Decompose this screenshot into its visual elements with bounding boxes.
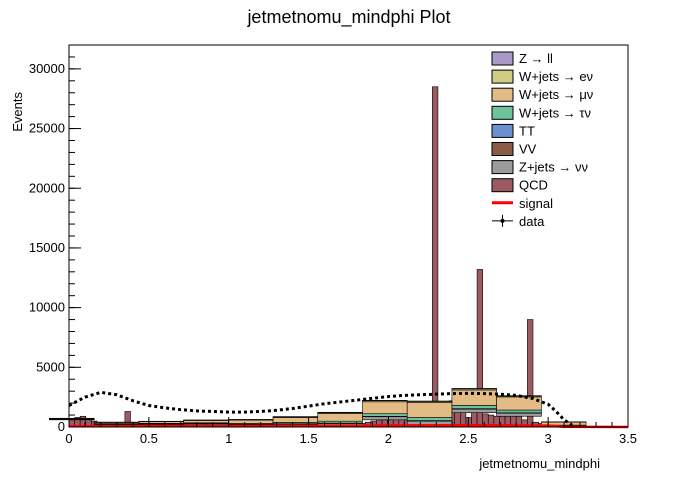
bar-z-jets bbox=[362, 417, 407, 420]
bar-w-jets bbox=[362, 414, 407, 417]
legend-label-signal: signal bbox=[519, 196, 553, 211]
x-tick-label: 1.5 bbox=[300, 431, 318, 446]
x-tick-label: 1 bbox=[225, 431, 232, 446]
bar-qcd bbox=[432, 87, 438, 427]
legend-swatch-w-jets bbox=[492, 106, 513, 119]
legend-swatch-w-jets-e bbox=[492, 70, 513, 83]
legend: Z → ll W+jets → eν W+jets → μν W+jets → τν T… bbox=[492, 51, 593, 229]
bar-w-jets bbox=[497, 410, 542, 413]
legend-label-w-jets-e: W+jets → eν bbox=[519, 69, 593, 84]
bar-z-jets bbox=[497, 413, 542, 416]
x-tick-label: 2.5 bbox=[459, 431, 477, 446]
legend-swatch-w-jets bbox=[492, 88, 513, 101]
bar-w-jets bbox=[318, 413, 363, 421]
y-tick-label: 10000 bbox=[29, 300, 65, 315]
bar-w-jets bbox=[184, 420, 229, 422]
bar-w-jets bbox=[497, 397, 542, 410]
x-axis-label: jetmetnomu_mindphi bbox=[478, 456, 600, 471]
bar-w-jets bbox=[228, 420, 273, 423]
bar-w-jets bbox=[452, 405, 497, 408]
bar-w-jets bbox=[407, 417, 452, 420]
legend-label-tt: TT bbox=[519, 123, 535, 138]
chart-title: jetmetnomu_mindphi Plot bbox=[246, 7, 450, 28]
x-tick-label: 3 bbox=[545, 431, 552, 446]
legend-label-vv: VV bbox=[519, 142, 537, 157]
y-tick-label: 15000 bbox=[29, 240, 65, 255]
bar-w-jets bbox=[407, 403, 452, 418]
legend-label-w-jets: W+jets → μν bbox=[519, 87, 593, 102]
y-tick-label: 25000 bbox=[29, 121, 65, 136]
x-tick-label: 3.5 bbox=[619, 431, 637, 446]
y-axis-label: Events bbox=[10, 92, 25, 132]
x-tick-label: 0 bbox=[65, 431, 72, 446]
legend-swatch-tt bbox=[492, 124, 513, 137]
legend-label-z-ll: Z → ll bbox=[519, 51, 553, 66]
legend-label-qcd: QCD bbox=[519, 178, 548, 193]
legend-label-data: data bbox=[519, 214, 545, 229]
y-tick-label: 30000 bbox=[29, 61, 65, 76]
legend-swatch-qcd bbox=[492, 179, 513, 192]
x-tick-label: 0.5 bbox=[140, 431, 158, 446]
legend-swatch-z-jets bbox=[492, 161, 513, 174]
bar-w-jets bbox=[273, 417, 318, 422]
legend-swatch-vv bbox=[492, 143, 513, 156]
legend-label-z-jets: Z+jets → νν bbox=[519, 160, 588, 175]
x-tick-label: 2 bbox=[385, 431, 392, 446]
plot-frame bbox=[69, 45, 628, 427]
legend-marker-data bbox=[501, 219, 505, 223]
bar-w-jets bbox=[452, 390, 497, 406]
y-tick-label: 5000 bbox=[36, 359, 65, 374]
legend-label-w-jets: W+jets → τν bbox=[519, 105, 591, 120]
bar-w-jets bbox=[362, 402, 407, 414]
legend-swatch-z-ll bbox=[492, 52, 513, 65]
y-tick-label: 20000 bbox=[29, 180, 65, 195]
bar-z-jets bbox=[452, 409, 497, 413]
y-tick-label: 0 bbox=[58, 419, 65, 434]
